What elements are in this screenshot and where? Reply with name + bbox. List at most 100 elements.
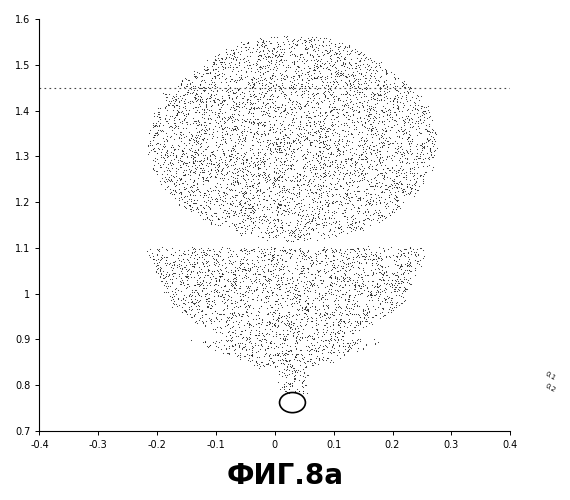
Point [344,297,353,305]
Point [341,303,351,311]
Point [327,310,336,318]
Point [336,308,345,316]
Point [217,310,226,318]
Point [213,323,222,331]
Point [365,246,374,254]
Point [253,138,262,146]
Point [149,123,158,131]
Point [303,210,312,218]
Point [226,200,235,207]
Point [400,80,409,88]
Point [335,150,344,158]
Point [292,305,302,313]
Point [386,190,396,198]
Point [270,250,279,258]
Point [214,275,223,283]
Point [420,104,429,112]
Point [152,130,161,138]
Point [282,346,291,354]
Point [197,110,206,118]
Point [217,140,226,148]
Point [185,136,194,144]
Text: ФИГ.8а: ФИГ.8а [226,462,344,490]
Point [329,279,339,287]
Point [328,290,337,298]
Point [308,165,317,173]
Point [355,316,364,324]
Point [363,82,372,90]
Point [165,100,174,108]
Point [188,96,197,104]
Point [183,152,192,160]
Point [334,224,343,232]
Point [285,346,294,354]
Point [366,96,375,104]
Point [241,199,250,207]
Point [414,119,423,127]
Point [275,314,284,322]
Point [413,258,422,266]
Point [315,172,324,179]
Point [217,124,226,132]
Point [243,194,253,202]
Point [295,320,304,328]
Point [194,280,203,287]
Point [348,202,357,209]
Point [311,168,320,176]
Point [420,106,429,114]
Point [262,292,271,300]
Point [267,194,276,202]
Point [320,267,329,275]
Point [320,208,329,216]
Point [307,217,316,225]
Point [242,302,251,310]
Point [192,134,201,142]
Point [229,346,238,354]
Point [254,204,263,212]
Point [397,92,406,100]
Point [212,286,221,294]
Point [309,152,318,160]
Point [294,73,303,81]
Point [219,282,229,290]
Point [153,130,162,138]
Point [224,92,233,100]
Point [236,255,245,263]
Point [194,139,203,147]
Point [263,44,272,52]
Point [352,150,361,158]
Point [389,204,398,212]
Point [207,216,217,224]
Point [328,311,337,319]
Point [171,102,180,110]
Point [335,176,344,184]
Point [288,294,297,302]
Point [283,319,292,327]
Point [271,66,280,74]
Point [355,194,364,202]
Point [355,194,364,202]
Point [143,141,152,149]
Point [340,270,349,278]
Point [358,99,367,107]
Point [400,285,409,293]
Point [303,370,312,378]
Point [215,116,224,124]
Point [406,244,415,252]
Point [328,318,337,326]
Point [259,108,268,116]
Point [219,310,229,318]
Point [178,196,187,203]
Point [325,134,334,142]
Point [295,188,304,196]
Point [221,161,230,169]
Point [185,290,194,298]
Point [419,107,428,115]
Point [328,192,337,200]
Point [401,94,410,102]
Point [229,194,238,202]
Point [221,318,230,326]
Point [340,44,349,52]
Point [182,124,191,132]
Point [379,117,388,125]
